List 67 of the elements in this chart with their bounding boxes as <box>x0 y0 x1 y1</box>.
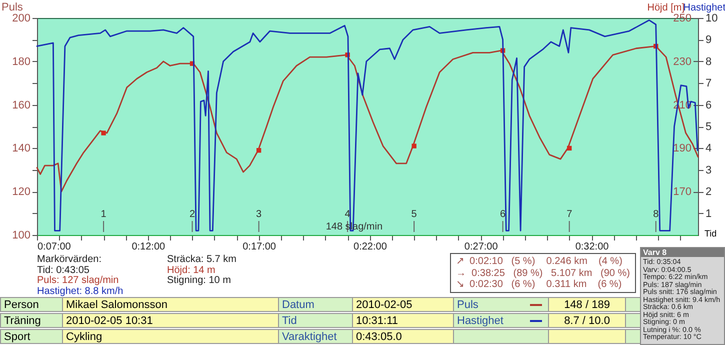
text: Varv 8 <box>641 248 724 257</box>
text: Tid: 0:43:05 <box>37 264 90 276</box>
point <box>101 130 106 136</box>
text: Puls <box>453 297 549 312</box>
x-tick-label: 0:12:00 <box>132 242 166 252</box>
y3-tick-label: 6 <box>706 99 712 112</box>
annotation: 1 <box>100 209 107 220</box>
text: 0:43:05.0 <box>352 329 454 344</box>
text: Varaktighet <box>278 329 353 344</box>
y2-tick-label: 230 <box>673 56 692 68</box>
point <box>256 148 262 153</box>
y2-tick-label: 170 <box>673 186 692 198</box>
y3-axis-title: Hastighet <box>683 2 725 14</box>
text: 2010-02-05 10:31 <box>62 313 279 328</box>
y3-tick-label: 10 <box>706 12 718 24</box>
x-tick-label: 0:22:00 <box>354 242 388 252</box>
text: Sträcka: 5.7 km <box>167 254 236 265</box>
annotation: 2 <box>189 209 196 220</box>
text: Puls: 127 slag/min <box>37 275 119 286</box>
annotation: 8 <box>653 209 660 220</box>
x-tick-label: 0:32:00 <box>575 242 610 252</box>
y2-tick-label: 190 <box>673 142 692 155</box>
text: 8.7 / 10.0 <box>548 313 626 328</box>
x-tick-label: 0:27:00 <box>464 242 498 252</box>
y3-tick-label: 3 <box>706 164 712 176</box>
text: Hastighet: 8.8 km/h <box>37 286 124 296</box>
x-tick-label: 0:17:00 <box>242 242 276 252</box>
y-axis-title: Puls <box>2 2 24 14</box>
y3-tick-label: 4 <box>706 142 712 155</box>
text: Höjd: 14 m <box>167 264 216 276</box>
y-tick-label: 200 <box>12 12 30 24</box>
text: ↘ 0:02:30 (6 %) 0.311 km (6 %) <box>456 279 622 290</box>
y-tick-label: 140 <box>12 142 30 155</box>
y3-tick-label: 9 <box>706 34 712 46</box>
y-tick-label: 120 <box>12 186 30 198</box>
text: Datum <box>278 297 353 312</box>
text: Tid <box>278 313 353 328</box>
y3-tick-label: 2 <box>706 186 712 198</box>
y-tick-label: 160 <box>12 99 30 112</box>
text: 10:31:11 <box>352 313 454 328</box>
text: → 0:38:25 (89 %) 5.107 km (90 %) <box>456 268 630 278</box>
annotation: 7 <box>566 209 573 220</box>
y2-tick-label: 250 <box>673 12 692 24</box>
point <box>412 144 416 148</box>
text: Hastighet <box>453 313 549 328</box>
annotation: 5 <box>411 209 418 220</box>
y-tick-label: 180 <box>12 56 30 68</box>
text: Person <box>0 297 63 312</box>
text: 2010-02-05 <box>352 297 454 312</box>
x-axis-title: Tid <box>704 228 717 238</box>
text: Stigning: 10 m <box>167 275 231 286</box>
y3-tick-label: 1 <box>706 208 712 220</box>
y3-tick-label: 8 <box>706 56 712 68</box>
y3-tick-label: 5 <box>706 121 712 133</box>
annotation: 3 <box>256 209 262 220</box>
x-tick-label: 0:07:00 <box>38 242 72 252</box>
text: Träning <box>0 313 63 328</box>
point <box>567 146 572 151</box>
text: Cykling <box>62 329 279 344</box>
text: ↗ 0:02:10 (5 %) 0.246 km (4 %) <box>456 256 622 267</box>
text: 148 / 189 <box>548 297 626 312</box>
y-tick-label: 100 <box>12 230 30 242</box>
y2-axis-title: Höjd [m] <box>647 2 685 14</box>
y3-tick-label: 7 <box>706 78 712 90</box>
text: Sport <box>0 329 63 344</box>
text: Markörvärden: <box>37 254 102 265</box>
text: Mikael Salomonsson <box>62 297 279 312</box>
